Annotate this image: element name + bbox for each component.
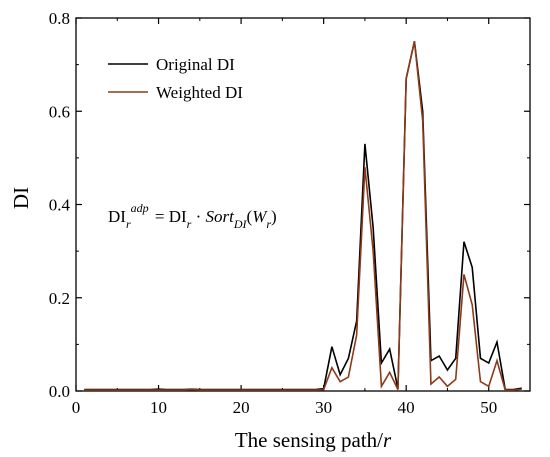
x-axis-title-var: r: [383, 428, 392, 452]
y-axis-title: DI: [9, 187, 33, 209]
y-tick-label: 0.0: [49, 382, 70, 401]
legend-label-weighted: Weighted DI: [156, 83, 243, 102]
legend: Original DI Weighted DI: [108, 55, 243, 102]
y-tick-label: 0.2: [49, 289, 70, 308]
series-line-weighted-di: [84, 41, 522, 391]
x-tick-label: 0: [72, 398, 81, 417]
x-tick-label: 10: [150, 398, 167, 417]
series-layer: [84, 41, 522, 391]
y-tick-label: 0.8: [49, 9, 70, 28]
x-axis-title-main: The sensing path/: [235, 428, 383, 452]
legend-label-original: Original DI: [156, 55, 235, 74]
y-tick-label: 0.4: [49, 196, 71, 215]
x-tick-label: 40: [398, 398, 415, 417]
y-tick-label: 0.6: [49, 102, 70, 121]
formula-annotation: DIradp = DIr · SortDI(Wr): [108, 201, 277, 231]
x-tick-label: 30: [315, 398, 332, 417]
x-tick-label: 20: [233, 398, 250, 417]
x-tick-label: 50: [480, 398, 497, 417]
x-axis-title: The sensing path/r: [235, 428, 392, 452]
axis-tick-labels: 0 10 20 30 40 50 0.0 0.2 0.4 0.6 0.8: [49, 9, 497, 417]
